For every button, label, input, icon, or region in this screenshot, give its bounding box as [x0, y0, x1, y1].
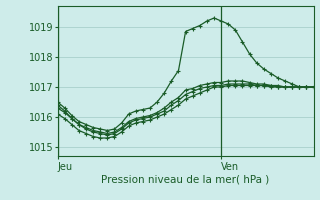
- X-axis label: Pression niveau de la mer( hPa ): Pression niveau de la mer( hPa ): [101, 174, 270, 184]
